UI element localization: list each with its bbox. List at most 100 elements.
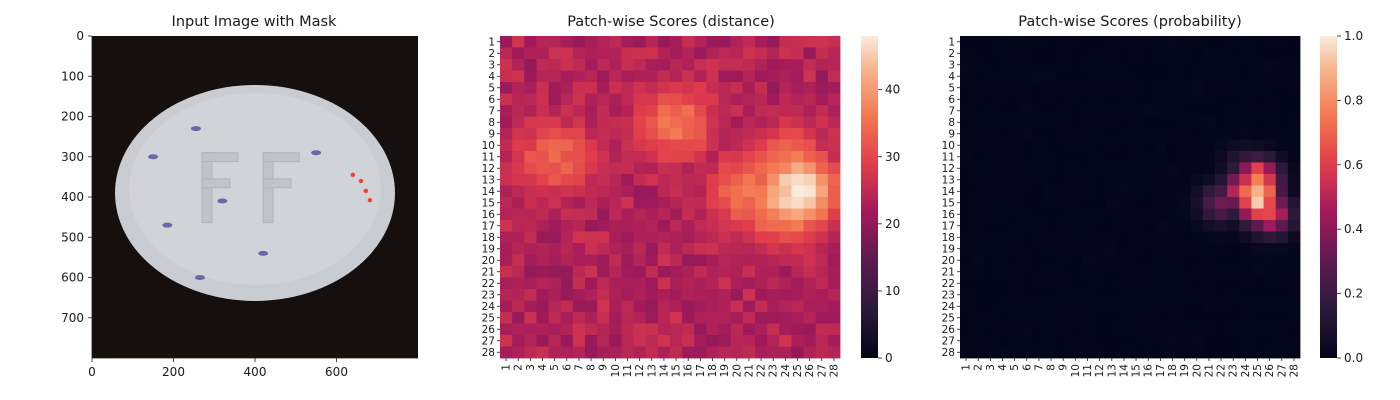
heatmap-cell — [1202, 116, 1216, 129]
heatmap-cell — [1045, 70, 1058, 83]
heatmap-cell — [524, 116, 537, 129]
heatmap-cell — [1202, 105, 1216, 117]
heatmap-cell — [1130, 289, 1143, 301]
mask-point — [363, 188, 369, 194]
heatmap-cell — [779, 162, 792, 175]
heatmap-cell — [1008, 151, 1022, 163]
heatmap-cell — [1202, 289, 1216, 301]
heatmap-cell — [1069, 323, 1082, 336]
heatmap-cell — [742, 289, 756, 301]
heatmap-cell — [1251, 162, 1264, 175]
colorbar-tick-label: 0.6 — [1344, 158, 1363, 172]
heatmap-cell — [1275, 231, 1289, 244]
heatmap-cell — [972, 312, 985, 324]
heatmap-cell — [500, 82, 513, 94]
heatmap-cell — [633, 162, 647, 175]
heatmap-cell — [682, 174, 695, 186]
heatmap-cell — [621, 128, 634, 140]
heatmap-cell — [597, 59, 610, 71]
y-tick-label: 500 — [61, 230, 84, 244]
heatmap-cell — [512, 231, 525, 244]
heatmap-cell — [536, 82, 549, 94]
heatmap-cell — [1057, 231, 1070, 244]
heatmap-cell — [1227, 197, 1240, 209]
heatmap-cell — [742, 59, 756, 71]
heatmap-cell — [1275, 300, 1289, 313]
distance-heatmap-cells — [500, 36, 841, 359]
heatmap-cell — [1069, 36, 1082, 48]
heatmap-cell — [1045, 289, 1058, 301]
heatmap-cell — [1215, 312, 1228, 324]
col-tick-label: 28 — [1288, 364, 1300, 377]
heatmap-cell — [609, 105, 622, 117]
col-tick-label: 16 — [683, 364, 695, 378]
heatmap-cell — [1202, 174, 1216, 186]
pill-speck — [217, 198, 228, 204]
heatmap-cell — [548, 59, 562, 71]
heatmap-cell — [742, 162, 756, 175]
heatmap-cell — [779, 266, 792, 278]
heatmap-cell — [767, 220, 780, 232]
heatmap-cell — [706, 59, 719, 71]
heatmap-cell — [694, 254, 707, 267]
row-tick-label: 27 — [482, 336, 495, 348]
heatmap-cell — [1032, 323, 1046, 336]
heatmap-cell — [633, 312, 647, 324]
heatmap-cell — [524, 289, 537, 301]
heatmap-cell — [1093, 243, 1107, 255]
heatmap-cell — [548, 335, 562, 347]
heatmap-cell — [1045, 116, 1058, 129]
heatmap-cell — [1045, 82, 1058, 94]
heatmap-cell — [500, 208, 513, 221]
heatmap-cell — [779, 289, 792, 301]
heatmap-cell — [524, 346, 537, 359]
heatmap-cell — [1008, 70, 1022, 83]
heatmap-cell — [996, 231, 1009, 244]
heatmap-cell — [1117, 70, 1131, 83]
heatmap-cell — [815, 197, 829, 209]
y-tick-label: 0 — [76, 29, 84, 43]
heatmap-cell — [718, 197, 732, 209]
heatmap-cell — [1093, 105, 1107, 117]
heatmap-cell — [960, 312, 973, 324]
heatmap-cell — [827, 300, 841, 313]
heatmap-cell — [536, 70, 549, 83]
heatmap-cell — [718, 139, 732, 152]
heatmap-cell — [742, 254, 756, 267]
heatmap-cell — [682, 208, 695, 221]
col-tick-label: 18 — [1167, 364, 1179, 377]
colorbar-tick-label: 0.8 — [1344, 93, 1363, 107]
heatmap-cell — [984, 208, 997, 221]
heatmap-cell — [645, 36, 659, 48]
heatmap-cell — [718, 277, 732, 290]
heatmap-cell — [1178, 277, 1192, 290]
heatmap-cell — [815, 300, 829, 313]
row-tick-label: 12 — [942, 163, 955, 175]
heatmap-cell — [1093, 266, 1107, 278]
heatmap-cell — [815, 36, 829, 48]
heatmap-cell — [621, 151, 634, 163]
heatmap-cell — [1093, 197, 1107, 209]
heatmap-cell — [779, 59, 792, 71]
heatmap-cell — [1263, 162, 1277, 175]
heatmap-cell — [972, 82, 985, 94]
heatmap-cell — [1263, 185, 1277, 198]
heatmap-cell — [548, 128, 562, 140]
heatmap-cell — [706, 197, 719, 209]
heatmap-cell — [1045, 47, 1058, 60]
heatmap-cell — [1142, 82, 1155, 94]
heatmap-cell — [972, 174, 985, 186]
heatmap-cell — [827, 243, 841, 255]
col-tick-label: 21 — [1203, 364, 1215, 377]
heatmap-cell — [1081, 243, 1094, 255]
heatmap-cell — [670, 82, 683, 94]
heatmap-cell — [972, 105, 985, 117]
row-tick-label: 23 — [482, 290, 495, 302]
heatmap-cell — [1166, 346, 1179, 359]
heatmap-cell — [548, 139, 562, 152]
heatmap-cell — [960, 243, 973, 255]
heatmap-cell — [1251, 128, 1264, 140]
heatmap-cell — [548, 82, 562, 94]
heatmap-cell — [1117, 105, 1131, 117]
heatmap-cell — [1093, 93, 1107, 106]
